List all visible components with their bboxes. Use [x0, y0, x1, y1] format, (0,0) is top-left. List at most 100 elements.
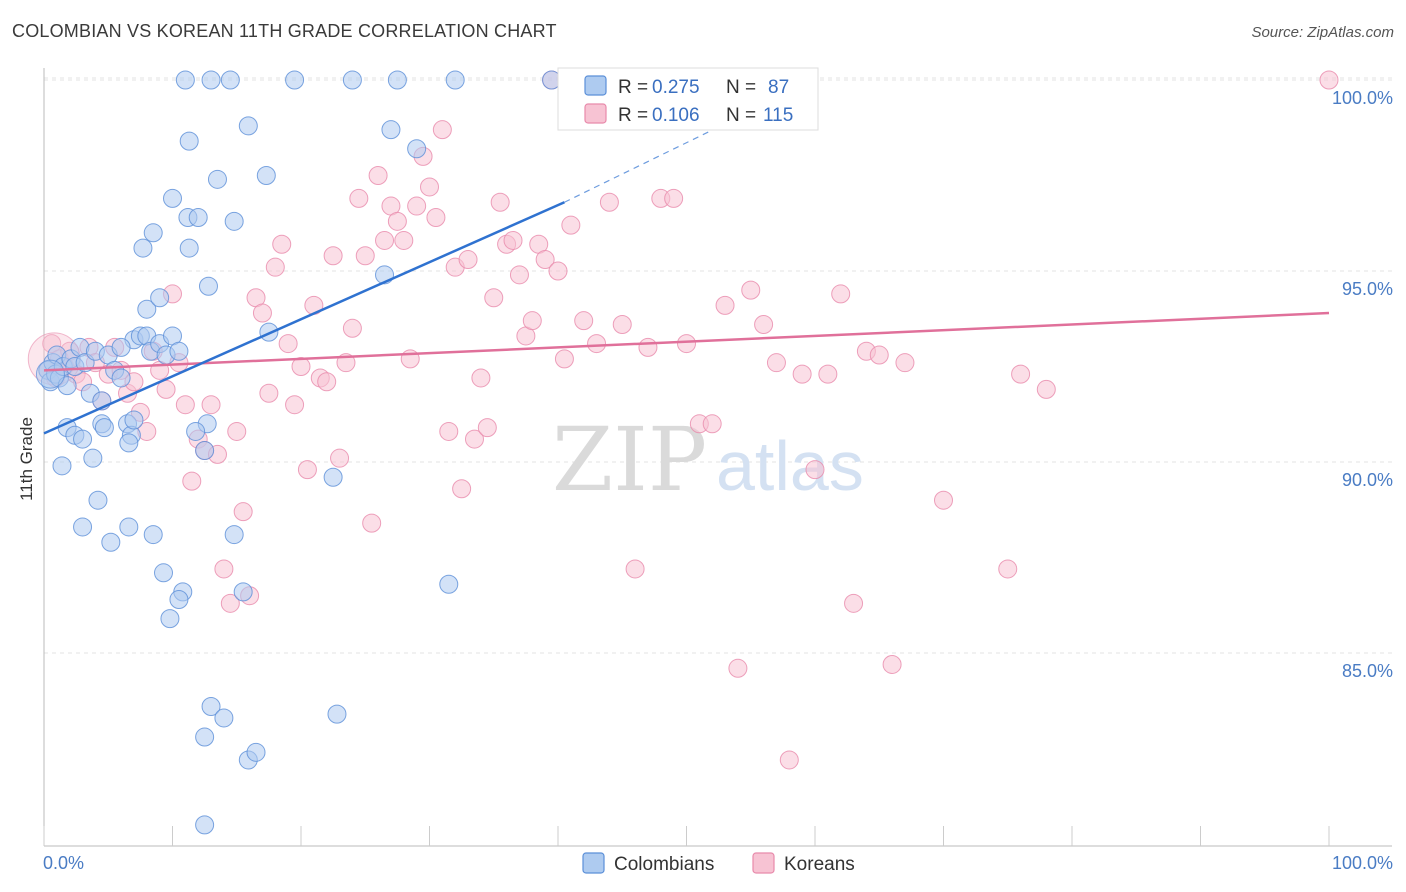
y-axis-label: 11th Grade	[17, 417, 36, 501]
korean-point	[330, 448, 350, 468]
korean-point	[368, 166, 388, 185]
x-tick-marks	[43, 826, 1330, 846]
korean-point	[432, 120, 452, 140]
korean-point	[272, 234, 292, 254]
korean-point	[754, 314, 774, 334]
legend-n-value-1: 87	[768, 77, 789, 98]
korean-point	[227, 421, 247, 441]
y-tick-label-95: 95.0%	[1342, 279, 1393, 299]
korean-point	[895, 353, 915, 373]
colombian-point	[124, 410, 144, 430]
colombian-point	[387, 70, 407, 90]
colombian-point	[143, 525, 163, 545]
korean-point	[214, 559, 234, 579]
legend-swatch-koreans	[584, 103, 607, 124]
colombian-point	[179, 131, 199, 151]
koreans-trend-line	[43, 311, 1330, 372]
colombian-point	[186, 421, 206, 441]
trend-lines	[43, 79, 1330, 435]
korean-point	[805, 460, 825, 480]
colombian-point	[94, 418, 114, 438]
y-tick-label-85: 85.0%	[1342, 661, 1393, 681]
colombian-point	[88, 490, 108, 510]
legend-swatch-colombians	[584, 75, 607, 96]
korean-point	[420, 177, 439, 197]
korean-point	[484, 288, 504, 308]
korean-point	[317, 372, 337, 392]
watermark-zip: ZIP	[552, 408, 707, 511]
colombian-point	[201, 696, 221, 716]
colombian-point	[342, 70, 362, 90]
colombian-point	[154, 563, 174, 583]
y-tick-labels: 85.0% 90.0% 95.0% 100.0%	[1332, 88, 1393, 681]
x-tick-label-max: 100.0%	[1332, 853, 1393, 873]
korean-point	[362, 513, 382, 533]
korean-point	[831, 284, 851, 304]
korean-point	[882, 654, 902, 674]
legend-r-label-2: R =	[618, 105, 648, 126]
korean-point	[677, 334, 696, 354]
korean-point	[259, 383, 279, 403]
colombian-point	[238, 116, 258, 136]
korean-point	[522, 311, 542, 331]
colombian-point	[198, 276, 218, 296]
korean-point	[792, 364, 812, 384]
bottom-legend-colombians: Colombians	[614, 854, 714, 875]
korean-point	[934, 490, 953, 510]
korean-point	[407, 196, 427, 216]
korean-point	[1036, 379, 1056, 399]
korean-point	[869, 345, 889, 365]
colombian-point	[111, 368, 131, 388]
colombian-point	[323, 467, 343, 487]
bottom-legend-swatch-koreans	[752, 852, 775, 874]
korean-point	[561, 215, 581, 235]
colombian-point	[224, 525, 244, 545]
colombian-point	[137, 299, 157, 319]
korean-point	[554, 349, 574, 369]
legend-r-label-1: R =	[618, 77, 648, 98]
colombian-point	[52, 456, 72, 476]
korean-point	[349, 188, 369, 208]
bottom-legend-swatch-colombians	[582, 852, 605, 874]
legend-r-value-2: 0.106	[652, 105, 700, 126]
korean-point	[471, 368, 491, 388]
colombian-point	[246, 742, 266, 762]
colombian-point	[195, 815, 215, 835]
colombian-point	[207, 169, 227, 189]
y-tick-label-100: 100.0%	[1332, 88, 1393, 108]
colombian-cluster-point	[35, 359, 65, 389]
colombian-point	[224, 211, 244, 231]
legend-n-label-1: N =	[726, 77, 756, 98]
colombian-point	[201, 70, 221, 90]
korean-point	[265, 257, 285, 277]
colombian-point	[169, 590, 189, 610]
colombian-point	[83, 448, 103, 468]
colombian-point	[179, 238, 199, 258]
legend-n-label-2: N =	[726, 105, 756, 126]
colombian-point	[73, 517, 93, 537]
axes	[43, 68, 1392, 847]
korean-point	[458, 250, 478, 270]
korean-point	[818, 364, 838, 384]
korean-point	[779, 750, 799, 770]
colombian-point	[101, 532, 121, 552]
korean-point	[1011, 364, 1031, 384]
bottom-legend: Colombians Koreans	[582, 852, 855, 875]
colombian-point	[143, 223, 163, 243]
chart-title: COLOMBIAN VS KOREAN 11TH GRADE CORRELATI…	[12, 21, 557, 41]
korean-point	[535, 250, 555, 270]
korean-point	[323, 246, 343, 266]
watermark-atlas: atlas	[716, 427, 864, 505]
colombian-point	[381, 120, 401, 140]
x-tick-label-min: 0.0%	[43, 853, 84, 873]
colombian-point	[133, 238, 153, 258]
korean-point	[638, 337, 658, 357]
colombian-point	[169, 341, 189, 361]
korean-point	[464, 429, 484, 449]
korean-point	[233, 502, 253, 522]
korean-point	[612, 314, 632, 334]
korean-point	[574, 311, 594, 331]
korean-point	[355, 246, 375, 266]
colombian-point	[111, 337, 131, 357]
